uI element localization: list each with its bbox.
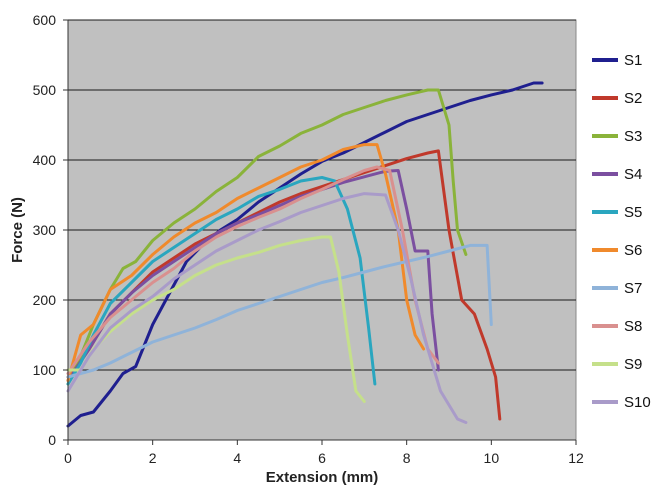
x-axis-title: Extension (mm) <box>266 469 379 486</box>
y-tick-label: 500 <box>33 82 57 98</box>
series-layer <box>66 81 544 428</box>
legend-label-s8: S8 <box>624 318 642 335</box>
series-line-s10 <box>66 192 468 424</box>
legend: S1 S2 S3 S4 S5 S6 S7 S8 S9 S10 <box>592 52 651 411</box>
series-line-s9 <box>66 235 366 403</box>
series-line-s7 <box>66 243 493 379</box>
legend-label-s5: S5 <box>624 204 642 221</box>
x-tick-label: 8 <box>403 450 411 466</box>
y-tick-label: 600 <box>33 12 57 28</box>
y-tick-label: 400 <box>33 152 57 168</box>
x-tick-label: 2 <box>149 450 157 466</box>
y-tick-label: 300 <box>33 222 57 238</box>
legend-label-s9: S9 <box>624 356 642 373</box>
series-line-s4 <box>66 169 440 382</box>
x-tick-label: 6 <box>318 450 326 466</box>
legend-label-s7: S7 <box>624 280 642 297</box>
legend-label-s4: S4 <box>624 166 642 183</box>
series-line-s2 <box>66 149 502 421</box>
legend-label-s1: S1 <box>624 52 642 69</box>
y-axis-title: Force (N) <box>9 197 26 263</box>
legend-label-s3: S3 <box>624 128 642 145</box>
series-line-s5 <box>66 176 377 386</box>
series-line-s3 <box>66 88 468 386</box>
x-tick-label: 0 <box>64 450 72 466</box>
y-tick-label: 100 <box>33 362 57 378</box>
x-tick-label: 10 <box>484 450 500 466</box>
axes: 0 100 200 300 400 500 600 0 2 4 6 8 10 12 <box>33 12 584 466</box>
y-tick-label: 0 <box>48 432 56 448</box>
series-line-s6 <box>66 143 426 382</box>
series-line-s8 <box>66 165 440 375</box>
x-tick-label: 4 <box>233 450 241 466</box>
legend-label-s2: S2 <box>624 90 642 107</box>
legend-label-s6: S6 <box>624 242 642 259</box>
x-tick-label: 12 <box>568 450 584 466</box>
legend-label-s10: S10 <box>624 394 651 411</box>
y-tick-label: 200 <box>33 292 57 308</box>
